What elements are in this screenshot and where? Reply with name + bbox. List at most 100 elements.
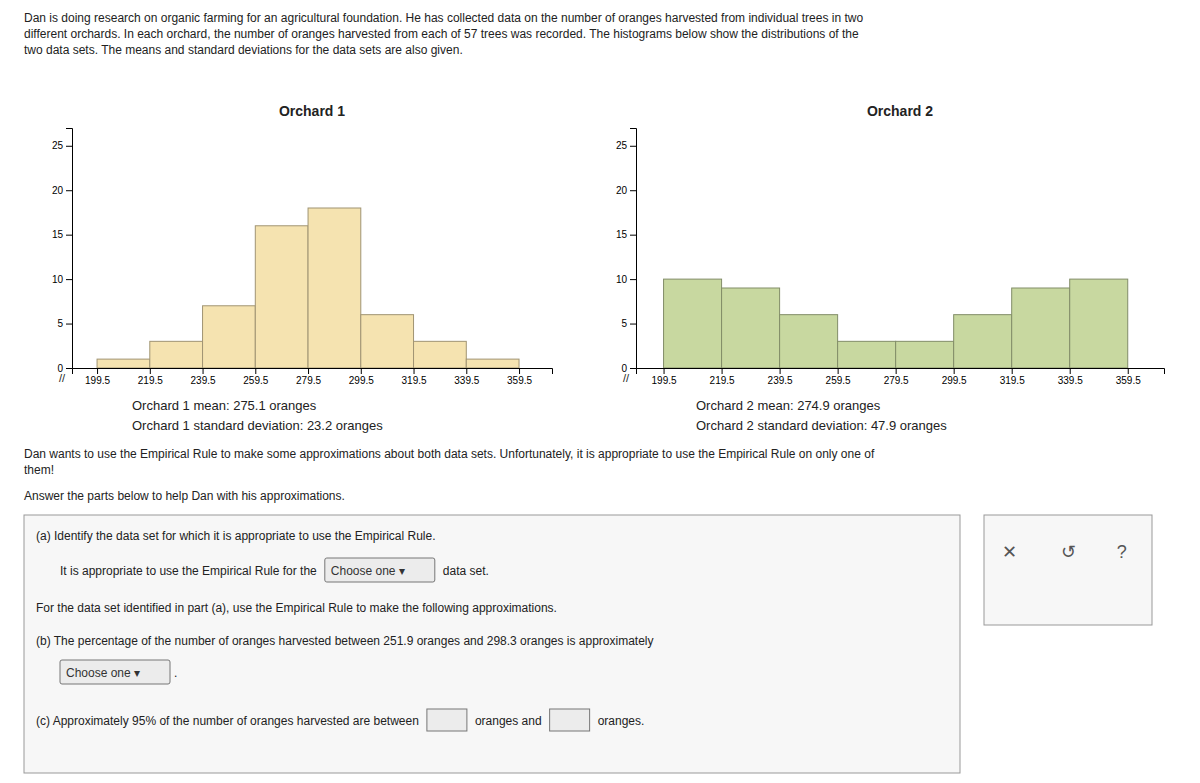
tick-label: 339.5	[1058, 375, 1083, 386]
empirical-text: Dan wants to use the Empirical Rule to m…	[24, 447, 875, 461]
tick: 219.5	[138, 368, 163, 386]
empirical-text: them!	[24, 463, 54, 477]
tick-label: 20	[616, 185, 628, 196]
dropdown-label[interactable]: Choose one ▾	[66, 666, 140, 680]
tick: 15	[616, 229, 636, 240]
bar	[414, 341, 467, 368]
tick: 339.5	[454, 368, 479, 386]
tick-mark	[838, 368, 839, 374]
tick-mark	[896, 368, 897, 374]
tick: 10	[616, 274, 636, 285]
intro-text: Dan is doing research on organic farming…	[24, 11, 863, 25]
tick-mark	[255, 368, 256, 374]
question-text: .	[174, 666, 177, 680]
tick-label: 279.5	[296, 375, 321, 386]
tick-mark	[519, 368, 520, 374]
tick: 239.5	[191, 368, 216, 386]
tick-mark	[308, 368, 309, 374]
tick-label: 299.5	[942, 375, 967, 386]
bar	[954, 315, 1012, 368]
tick-mark	[1012, 368, 1013, 374]
tick-label: 10	[616, 274, 628, 285]
intro-text: different orchards. In each orchard, the…	[24, 27, 859, 41]
bar	[97, 359, 150, 368]
question-text: (c) Approximately 95% of the number of o…	[36, 714, 419, 728]
y-axis: 0510152025	[52, 129, 73, 374]
answer-text: Answer the parts below to help Dan with …	[24, 489, 345, 503]
tick-mark	[414, 368, 415, 374]
tick-label: 239.5	[768, 375, 793, 386]
tick-mark	[66, 235, 72, 236]
tick-mark	[97, 368, 98, 374]
page: Dan is doing research on organic farming…	[0, 0, 1200, 783]
tick-label: 10	[52, 274, 64, 285]
tick: 259.5	[243, 368, 268, 386]
tool-frame	[984, 515, 1152, 625]
tick: 279.5	[296, 368, 321, 386]
tick-mark	[150, 368, 151, 374]
sd-text: Orchard 2 standard deviation: 47.9 orang…	[696, 418, 947, 433]
axis-line	[73, 369, 553, 375]
bar	[255, 226, 308, 368]
tick: 259.5	[826, 368, 851, 386]
bar	[838, 341, 896, 368]
tool-button[interactable]: ✕	[1002, 542, 1017, 562]
tick: 199.5	[652, 368, 677, 386]
x-axis: 199.5 219.5 239.5 259.5 279.5 299.5 319.5 339.5…	[73, 368, 553, 386]
tick-label: 15	[616, 229, 628, 240]
intro-text: two data sets. The means and standard de…	[24, 43, 463, 57]
tick-mark	[66, 279, 72, 280]
tick: 279.5	[884, 368, 909, 386]
tool-button[interactable]: ↺	[1061, 542, 1076, 562]
tick: 299.5	[349, 368, 374, 386]
tick-label: 219.5	[138, 375, 163, 386]
tool-button[interactable]: ?	[1117, 542, 1127, 562]
tick-label: 259.5	[243, 375, 268, 386]
bar	[203, 306, 256, 368]
tick-label: 319.5	[1000, 375, 1025, 386]
tick-label: 5	[621, 318, 627, 329]
histogram: Orchard 2199.5219.5239.5259.5279.5299.53…	[616, 103, 1165, 433]
tick: 359.5	[1116, 368, 1141, 386]
question-text: (a) Identify the data set for which it i…	[36, 529, 436, 543]
bars	[664, 279, 1128, 368]
tick: 239.5	[768, 368, 793, 386]
tick: 219.5	[710, 368, 735, 386]
tick-label: 199.5	[85, 375, 110, 386]
tick-label: 199.5	[652, 375, 677, 386]
dropdown-label[interactable]: Choose one ▾	[331, 564, 405, 578]
tick-mark	[780, 368, 781, 374]
x-axis: 199.5 219.5 239.5 259.5 279.5 299.5 319.5 339.5…	[637, 368, 1165, 386]
tick-mark	[630, 324, 636, 325]
question-text: oranges and	[475, 714, 542, 728]
dropdown[interactable]	[60, 660, 170, 684]
tick: 5	[57, 318, 72, 329]
box-frame	[24, 515, 960, 773]
bars	[97, 208, 519, 368]
tick-mark	[203, 368, 204, 374]
input-box[interactable]	[550, 709, 590, 731]
tick-mark	[466, 368, 467, 374]
mean-text: Orchard 2 mean: 274.9 oranges	[696, 398, 881, 413]
tick: 25	[52, 140, 72, 151]
question-text: (b) The percentage of the number of oran…	[36, 634, 654, 648]
input-box[interactable]	[427, 709, 467, 731]
tick-label: 279.5	[884, 375, 909, 386]
dropdown[interactable]	[325, 558, 435, 582]
tick-label: 319.5	[402, 375, 427, 386]
tick-mark	[66, 190, 72, 191]
tick: 5	[621, 318, 636, 329]
tick: 359.5	[507, 368, 532, 386]
bar	[1012, 288, 1070, 368]
bar	[664, 279, 722, 368]
bar	[466, 359, 519, 368]
tick: 20	[616, 185, 636, 196]
tick-label: 359.5	[1116, 375, 1141, 386]
sd-text: Orchard 1 standard deviation: 23.2 orang…	[132, 418, 383, 433]
bar	[780, 315, 838, 368]
bar	[150, 341, 203, 368]
tick-mark	[630, 279, 636, 280]
tick: 20	[52, 185, 72, 196]
tick-label: 25	[52, 140, 64, 151]
axis-line	[630, 129, 637, 369]
